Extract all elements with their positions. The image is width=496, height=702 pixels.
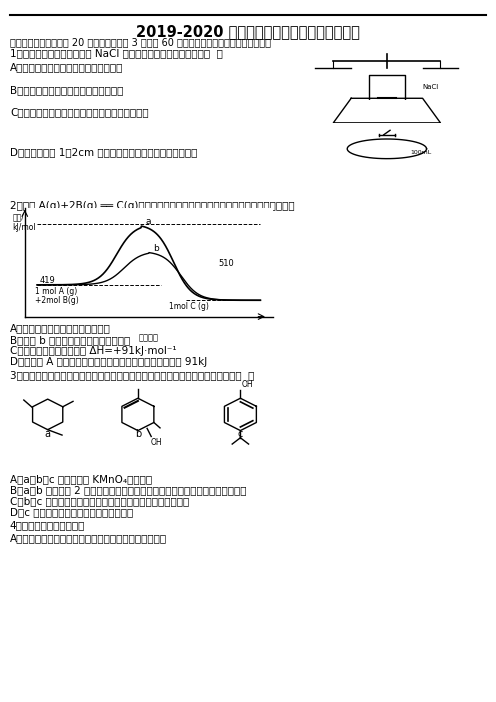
Text: B．曲线 b 表示使用催化剂后的能量变化: B．曲线 b 表示使用催化剂后的能量变化 xyxy=(10,335,130,345)
Text: 1mol C (g): 1mol C (g) xyxy=(169,302,208,311)
Text: NaCl: NaCl xyxy=(423,84,439,90)
Text: a: a xyxy=(145,217,151,226)
Text: B．a、b 中均含有 2 个手性碳原子（手性碳原子指连有四个不同基团的碳原子）: B．a、b 中均含有 2 个手性碳原子（手性碳原子指连有四个不同基团的碳原子） xyxy=(10,485,247,495)
Text: b: b xyxy=(153,244,159,253)
Text: 3．从牛至精油中提取的三种括性成分的结构简式如下图所示，下列说法正确的是（  ）: 3．从牛至精油中提取的三种括性成分的结构简式如下图所示，下列说法正确的是（ ） xyxy=(10,370,254,380)
Text: c: c xyxy=(238,429,243,439)
Text: C．移液时，玻璃棒插在刻度线上，防止液体洒出: C．移液时，玻璃棒插在刻度线上，防止液体洒出 xyxy=(10,107,148,117)
Text: A．a、b、c 均能使酸性 KMnO₄溶液褪色: A．a、b、c 均能使酸性 KMnO₄溶液褪色 xyxy=(10,474,152,484)
Text: C．b、c 均能发生加成反应、还原反应、取代反应、消去反应: C．b、c 均能发生加成反应、还原反应、取代反应、消去反应 xyxy=(10,496,189,506)
Text: C．由图可知该反应的焓变 ΔH=+91kJ·mol⁻¹: C．由图可知该反应的焓变 ΔH=+91kJ·mol⁻¹ xyxy=(10,346,177,356)
Text: +2mol B(g): +2mol B(g) xyxy=(35,296,78,305)
Text: 一、单选题（本题包括 20 个小题，每小题 3 分，共 60 分．每小题只有一个选项符合题意）: 一、单选题（本题包括 20 个小题，每小题 3 分，共 60 分．每小题只有一个… xyxy=(10,37,271,47)
Text: a: a xyxy=(45,429,51,439)
Text: 100mL: 100mL xyxy=(411,150,432,155)
Text: kJ/mol: kJ/mol xyxy=(12,223,36,232)
Text: 1．配制一定物质的量浓度的 NaCl 溶液时，下列操作不正确的是（  ）: 1．配制一定物质的量浓度的 NaCl 溶液时，下列操作不正确的是（ ） xyxy=(10,48,223,58)
Text: B．溶解时，用量筒控制所加蒸馏水的量: B．溶解时，用量筒控制所加蒸馏水的量 xyxy=(10,86,124,95)
Text: 4．下列实验操作正确的是: 4．下列实验操作正确的是 xyxy=(10,520,85,530)
Text: 2019-2020 学年高二下学期期末化学模拟试卷: 2019-2020 学年高二下学期期末化学模拟试卷 xyxy=(136,25,360,39)
Text: A．接近称量量时，轻摇手腕，加够药品: A．接近称量量时，轻摇手腕，加够药品 xyxy=(10,62,124,72)
Text: D．c 分子中所有碳原子可以处于同一平面: D．c 分子中所有碳原子可以处于同一平面 xyxy=(10,508,133,517)
Text: 2．反应 A(g)+2B(g) ══ C(g)的反应过程中能量变化如图所示。下列相关说法正确的是: 2．反应 A(g)+2B(g) ══ C(g)的反应过程中能量变化如图所示。下列… xyxy=(10,201,295,211)
Text: D．将气体 A 换为固体，其他条件不变，反应放出热量大于 91kJ: D．将气体 A 换为固体，其他条件不变，反应放出热量大于 91kJ xyxy=(10,357,207,367)
Text: b: b xyxy=(135,429,141,439)
Text: 419: 419 xyxy=(40,276,56,284)
Text: 能量/: 能量/ xyxy=(12,212,24,221)
Text: OH: OH xyxy=(242,380,253,389)
Text: OH: OH xyxy=(150,438,162,447)
Text: D．接近刻度线 1～2cm 时，用胶头滴管滴加蒸馏水至刻度线: D．接近刻度线 1～2cm 时，用胶头滴管滴加蒸馏水至刻度线 xyxy=(10,147,197,157)
Text: 510: 510 xyxy=(218,259,234,268)
Text: 1 mol A (g): 1 mol A (g) xyxy=(35,286,77,296)
Text: A．蒸馏操作时，应使温度计水银球靠近蒸馏烧瓶的底部: A．蒸馏操作时，应使温度计水银球靠近蒸馏烧瓶的底部 xyxy=(10,533,167,543)
Text: 反应过程: 反应过程 xyxy=(139,333,159,342)
Text: A．正反应活化能大于逆反应活化能: A．正反应活化能大于逆反应活化能 xyxy=(10,324,111,333)
